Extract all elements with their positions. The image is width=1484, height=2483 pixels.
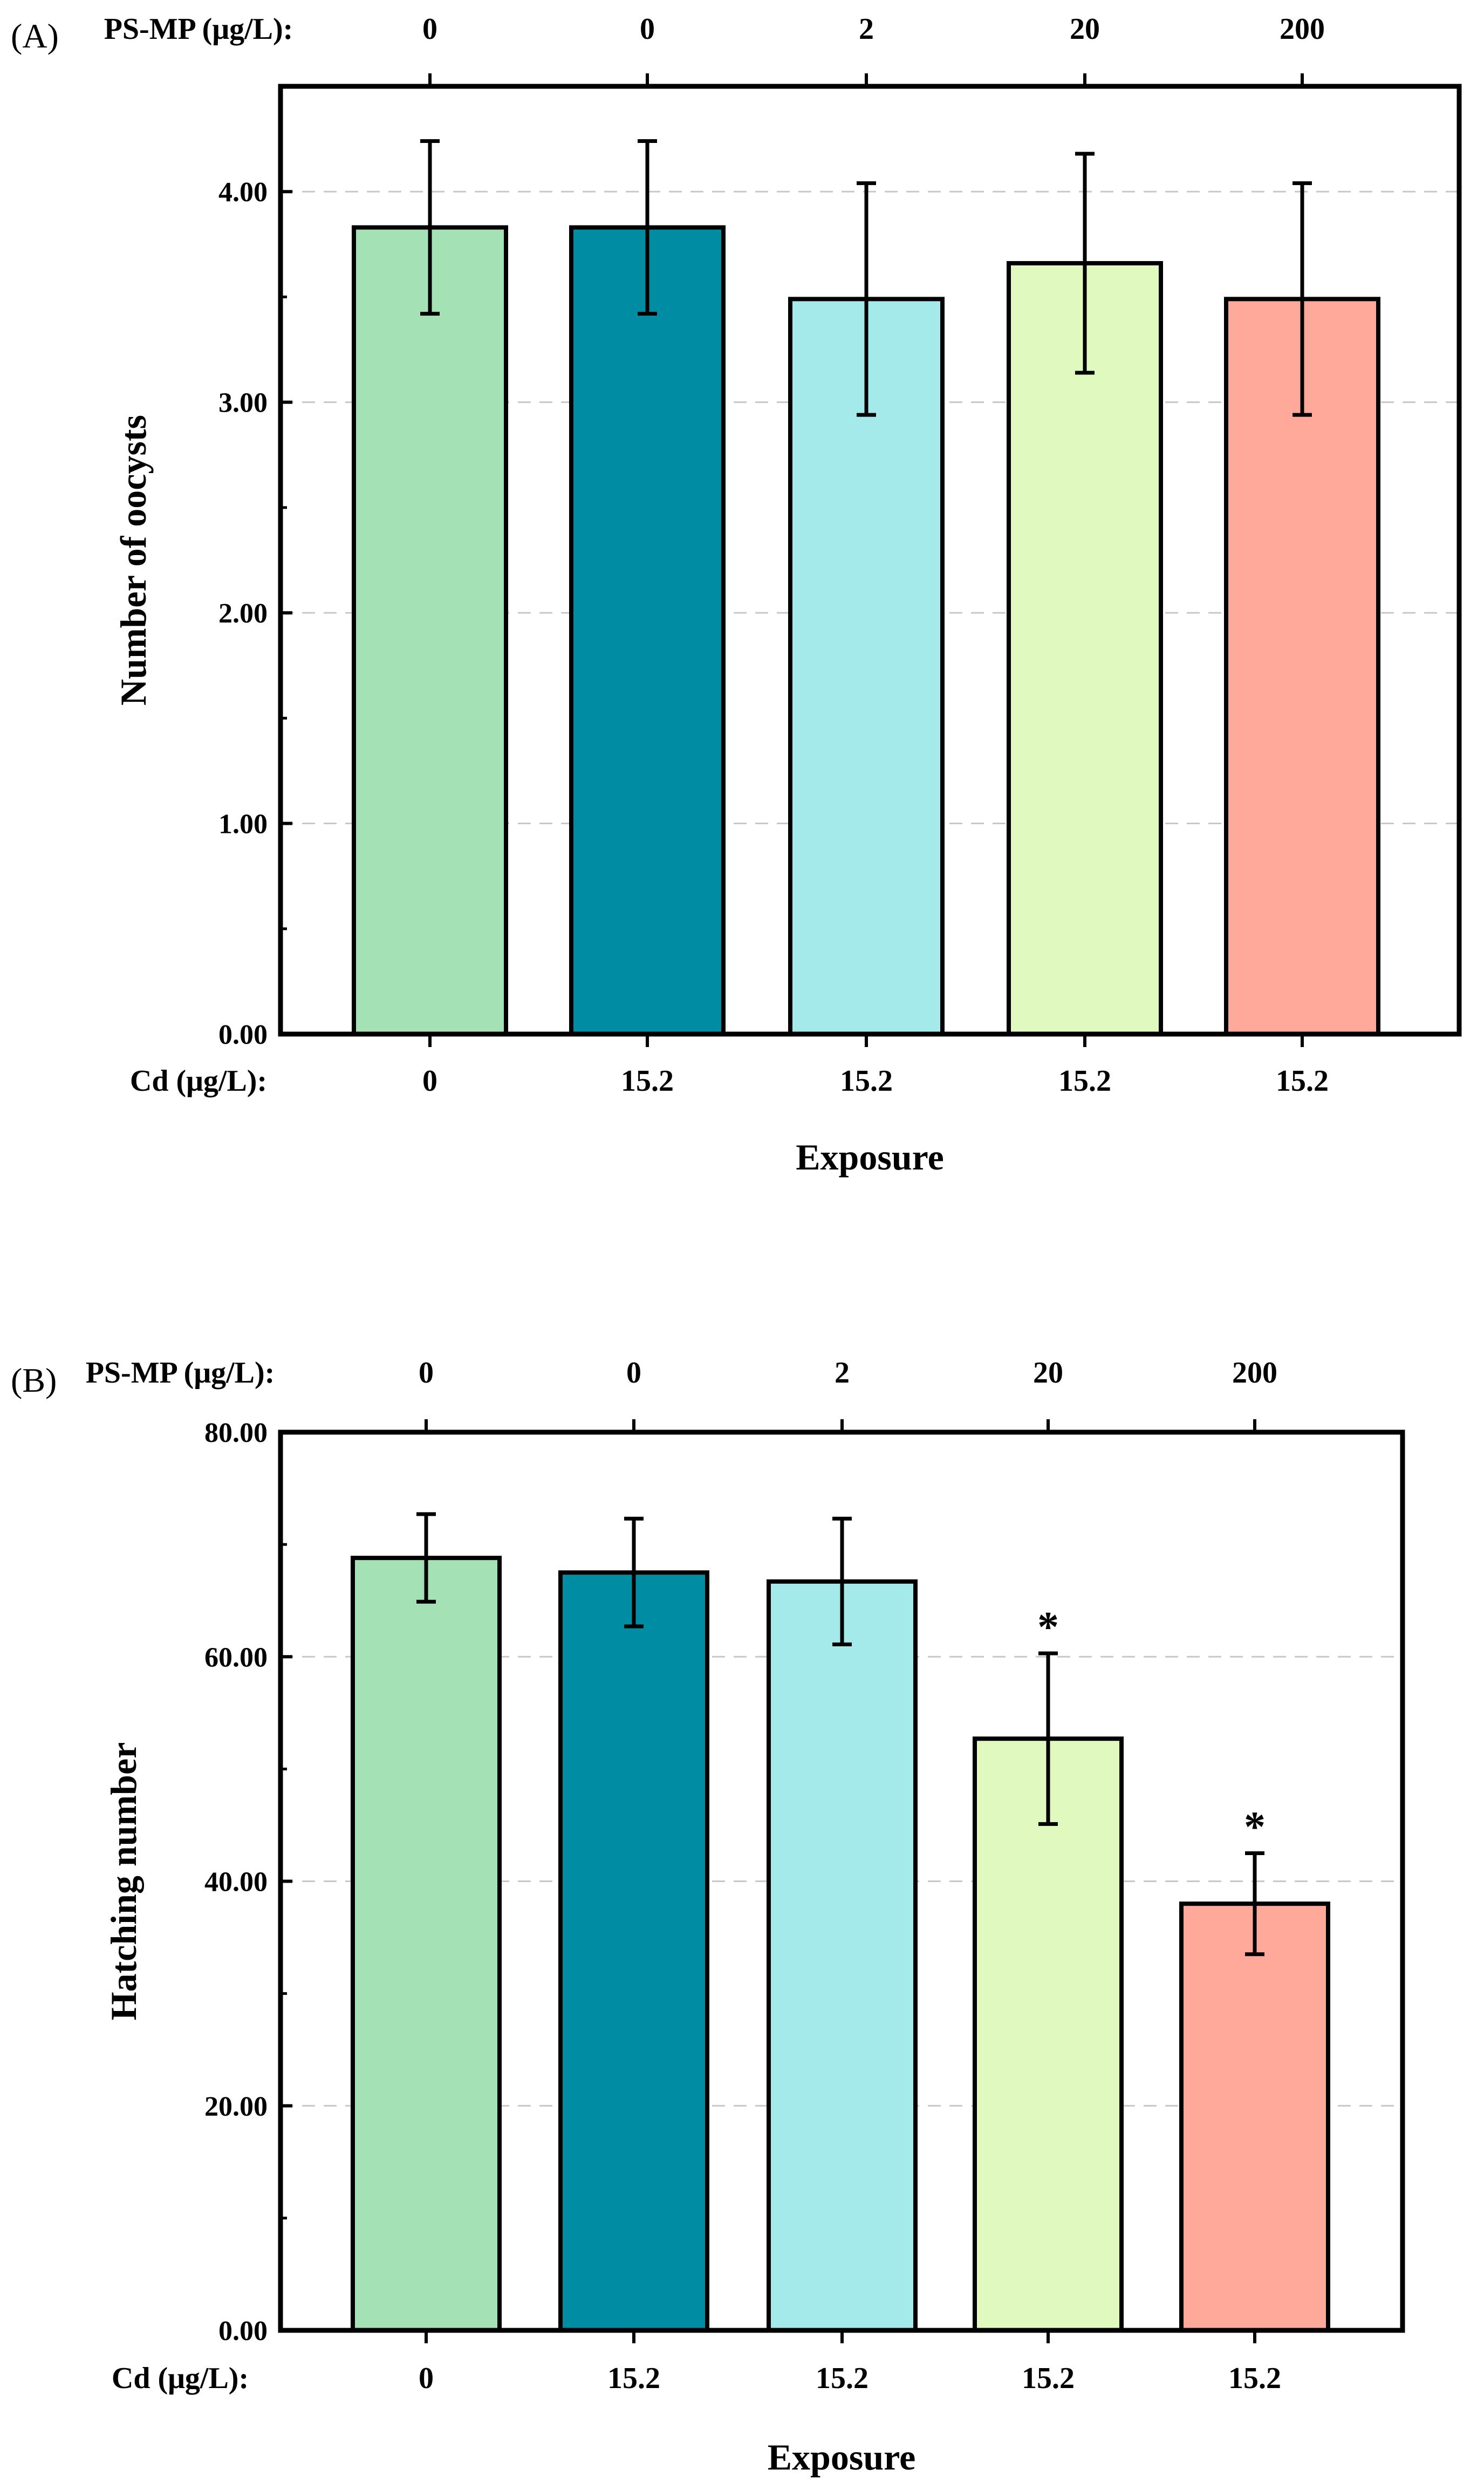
y-tick-label: 0.00 (218, 1020, 268, 1050)
y-tick-label: 60.00 (204, 1642, 268, 1673)
y-tick-label: 80.00 (204, 1418, 268, 1448)
cd-value-label: 0 (419, 2362, 434, 2395)
y-axis-title: Hatching number (103, 1742, 144, 2021)
y-axis-title: Number of oocysts (113, 415, 154, 706)
cd-value-label: 15.2 (1058, 1064, 1111, 1098)
ps-mp-value-label: 20 (1033, 1356, 1063, 1390)
cd-value-label: 15.2 (816, 2362, 868, 2395)
cd-value-label: 15.2 (840, 1064, 893, 1098)
y-tick-label: 1.00 (218, 809, 268, 840)
y-tick-label: 20.00 (204, 2091, 268, 2122)
ps-mp-value-label: 200 (1232, 1356, 1277, 1390)
y-tick-label: 4.00 (218, 177, 268, 208)
y-tick-label: 2.00 (218, 598, 268, 629)
bar (1224, 297, 1380, 1036)
panel-letter: (B) (11, 1361, 57, 1399)
bar (1179, 1901, 1330, 2332)
plot-frame (278, 1429, 1405, 2333)
cd-axis-label: Cd (μg/L): (130, 1064, 267, 1098)
bar (1007, 261, 1163, 1036)
cd-value-label: 15.2 (607, 2362, 660, 2395)
bar (788, 297, 945, 1036)
significance-mark: * (1244, 1803, 1266, 1851)
ps-mp-axis-label: PS-MP (μg/L): (86, 1356, 275, 1390)
panel-b: (B) 0.00 20.00 40.00 60.00 80.00 0 0 15.2 0 15.2 2 *… (11, 1356, 1405, 2478)
ps-mp-value-label: 0 (626, 1356, 641, 1390)
ps-mp-value-label: 200 (1280, 12, 1325, 46)
significance-mark: * (1037, 1604, 1059, 1651)
bar (767, 1579, 918, 2332)
plot-frame (278, 84, 1462, 1037)
bar (973, 1736, 1124, 2332)
x-axis-title: Exposure (796, 1137, 944, 1178)
cd-value-label: 15.2 (1228, 2362, 1281, 2395)
cd-value-label: 15.2 (621, 1064, 674, 1098)
cd-axis-label: Cd (μg/L): (112, 2362, 249, 2395)
ps-mp-value-label: 2 (835, 1356, 850, 1390)
bar (558, 1570, 709, 2332)
ps-mp-value-label: 0 (640, 12, 655, 46)
ps-mp-value-label: 0 (419, 1356, 434, 1390)
cd-value-label: 0 (422, 1064, 437, 1098)
x-axis-title: Exposure (768, 2437, 916, 2478)
cd-value-label: 15.2 (1276, 1064, 1329, 1098)
y-tick-label: 0.00 (218, 2316, 268, 2347)
y-tick-label: 3.00 (218, 388, 268, 419)
bar (569, 225, 726, 1036)
cd-value-label: 15.2 (1022, 2362, 1075, 2395)
ps-mp-axis-label: PS-MP (μg/L): (104, 12, 293, 46)
ps-mp-value-label: 20 (1070, 12, 1100, 46)
ps-mp-value-label: 0 (422, 12, 437, 46)
y-tick-label: 40.00 (204, 1867, 268, 1898)
panel-letter: (A) (11, 17, 59, 55)
bar (352, 225, 508, 1036)
bar (351, 1556, 502, 2333)
ps-mp-value-label: 2 (859, 12, 874, 46)
panel-a: (A) 0.00 1.00 2.00 3.00 4.00 0 0 15.2 0 15.2 2 15.2 2… (11, 12, 1462, 1178)
